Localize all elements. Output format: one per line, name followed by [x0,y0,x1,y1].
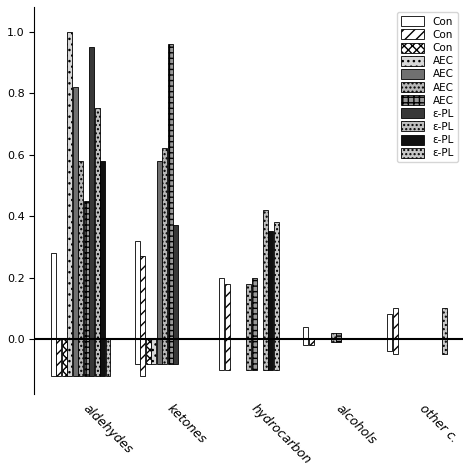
Bar [274,222,279,339]
Bar [246,339,251,370]
Bar [274,339,279,370]
Bar [219,278,224,339]
Bar [263,210,268,339]
Bar [168,44,173,339]
Bar [252,278,257,339]
Bar [336,339,341,342]
Bar [78,161,83,339]
Bar [51,253,56,339]
Bar [100,339,105,376]
Bar [135,241,140,339]
Bar [173,339,178,364]
Bar [303,327,308,339]
Bar [95,339,100,376]
Bar [135,339,140,364]
Bar [89,47,94,339]
Bar [393,309,398,339]
Bar [78,339,83,376]
Bar [151,339,156,364]
Bar [84,339,89,376]
Bar [95,109,100,339]
Bar [73,87,78,339]
Bar [89,339,94,376]
Bar [100,161,105,339]
Bar [168,339,173,364]
Bar [246,284,251,339]
Bar [157,339,162,364]
Bar [387,314,392,339]
Bar [146,339,151,364]
Bar [140,339,146,376]
Bar [387,339,392,351]
Bar [225,284,229,339]
Bar [62,339,67,376]
Legend: Con, Con, Con, AEC, AEC, AEC, AEC, ε-PL, ε-PL, ε-PL, ε-PL: Con, Con, Con, AEC, AEC, AEC, AEC, ε-PL,… [397,12,458,163]
Bar [303,339,308,345]
Bar [268,339,273,370]
Bar [67,32,72,339]
Bar [309,339,314,345]
Bar [268,231,273,339]
Bar [225,339,229,370]
Bar [163,148,167,339]
Bar [442,309,447,339]
Bar [73,339,78,376]
Bar [173,225,178,339]
Bar [106,339,110,376]
Bar [263,339,268,370]
Bar [336,333,341,339]
Bar [330,339,336,342]
Bar [140,256,146,339]
Bar [442,339,447,355]
Bar [393,339,398,355]
Bar [163,339,167,364]
Bar [56,339,61,376]
Bar [330,333,336,339]
Bar [51,339,56,376]
Bar [157,161,162,339]
Bar [252,339,257,370]
Bar [84,201,89,339]
Bar [219,339,224,370]
Bar [67,339,72,376]
